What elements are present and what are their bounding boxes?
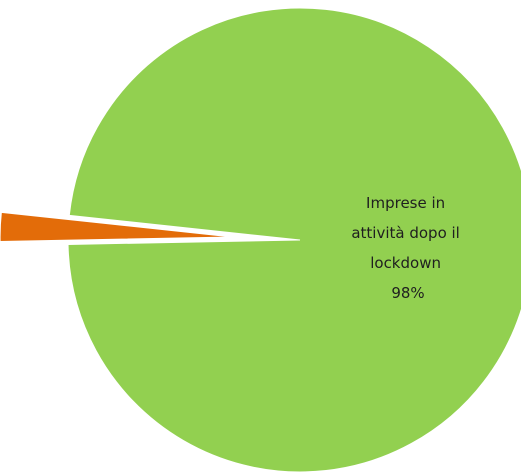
slice-label-line-1: Imprese in — [366, 194, 445, 212]
slice-label-line-3: lockdown — [370, 254, 441, 272]
slice-label-imprese-in-attivita: Imprese in attività dopo il lockdown 98% — [351, 194, 464, 302]
slice-label-percent: 98% — [391, 284, 424, 302]
pie-slice-small — [0, 211, 233, 242]
slice-label-line-2: attività dopo il — [351, 224, 460, 242]
pie-slice-imprese-in-attivita — [67, 7, 521, 473]
